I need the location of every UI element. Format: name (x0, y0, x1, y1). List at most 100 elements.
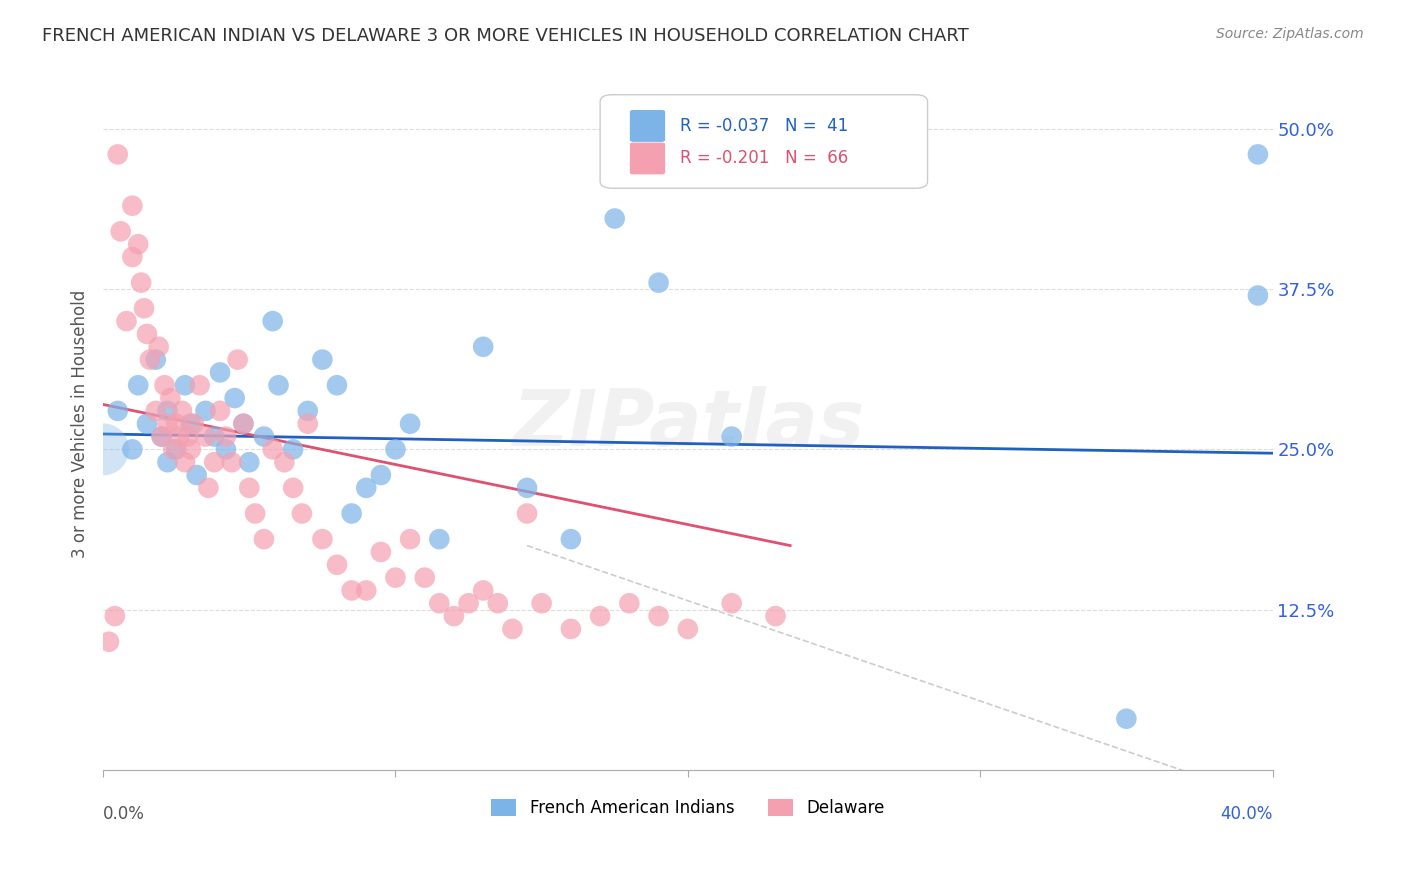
Point (167, 429, 190, 443)
Point (121, 442, 143, 457)
Point (647, 609, 669, 624)
Point (384, 442, 406, 457)
Point (91, 442, 114, 457)
Text: Source: ZipAtlas.com: Source: ZipAtlas.com (1216, 27, 1364, 41)
Point (132, 301, 155, 316)
Point (297, 417, 319, 431)
Point (472, 340, 495, 354)
Point (262, 442, 284, 457)
Point (720, 429, 742, 443)
Point (215, 442, 238, 457)
Point (127, 237, 149, 252)
Point (1115, 712, 1137, 726)
Point (127, 378, 149, 392)
Point (676, 622, 699, 636)
Point (267, 378, 290, 392)
Point (311, 352, 333, 367)
FancyBboxPatch shape (630, 144, 665, 174)
FancyBboxPatch shape (600, 95, 928, 188)
Point (145, 404, 167, 418)
Text: 0.0%: 0.0% (103, 805, 145, 822)
Point (148, 340, 170, 354)
Text: ZIPatlas: ZIPatlas (512, 385, 863, 462)
Point (232, 417, 254, 431)
Point (145, 352, 167, 367)
Point (530, 596, 553, 610)
Legend: French American Indians, Delaware: French American Indians, Delaware (485, 792, 891, 824)
Point (370, 468, 392, 483)
Point (472, 583, 495, 598)
Point (121, 250, 143, 264)
Point (194, 429, 217, 443)
Point (115, 314, 138, 328)
Point (136, 326, 159, 341)
Point (427, 596, 450, 610)
Point (765, 609, 787, 624)
Y-axis label: 3 or more Vehicles in Household: 3 or more Vehicles in Household (72, 290, 89, 558)
Point (1247, 288, 1270, 302)
Point (107, 404, 129, 418)
Point (183, 417, 205, 431)
Point (156, 455, 179, 469)
Point (136, 417, 159, 431)
Point (283, 481, 305, 495)
Point (221, 455, 243, 469)
Point (150, 429, 173, 443)
Point (1247, 147, 1270, 161)
Point (104, 609, 127, 624)
Point (215, 429, 238, 443)
Point (354, 481, 377, 495)
Text: FRENCH AMERICAN INDIAN VS DELAWARE 3 OR MORE VEHICLES IN HOUSEHOLD CORRELATION C: FRENCH AMERICAN INDIAN VS DELAWARE 3 OR … (42, 27, 969, 45)
Point (197, 481, 219, 495)
Point (186, 468, 208, 483)
Point (326, 378, 349, 392)
Point (188, 378, 211, 392)
FancyBboxPatch shape (630, 111, 665, 141)
Point (224, 391, 246, 405)
Point (243, 507, 266, 521)
Point (238, 455, 260, 469)
Text: R = -0.037   N =  41: R = -0.037 N = 41 (679, 117, 848, 135)
Point (202, 429, 225, 443)
Point (129, 276, 152, 290)
Point (153, 378, 176, 392)
Point (326, 558, 349, 572)
Point (262, 314, 284, 328)
Point (340, 583, 363, 598)
Point (291, 507, 314, 521)
Point (427, 532, 450, 546)
Point (174, 455, 197, 469)
Point (340, 507, 363, 521)
Point (162, 442, 184, 457)
Point (501, 622, 523, 636)
Point (384, 571, 406, 585)
Point (110, 224, 132, 238)
Point (253, 429, 276, 443)
Point (370, 545, 392, 559)
Point (486, 596, 509, 610)
Point (156, 417, 179, 431)
Point (399, 417, 422, 431)
Point (283, 442, 305, 457)
Point (177, 429, 200, 443)
Point (180, 442, 202, 457)
Point (156, 404, 179, 418)
Point (139, 352, 162, 367)
Point (170, 404, 193, 418)
Point (226, 352, 249, 367)
Point (603, 211, 626, 226)
Point (209, 404, 232, 418)
Point (194, 404, 217, 418)
Point (209, 366, 232, 380)
Point (516, 507, 538, 521)
Point (174, 378, 197, 392)
Text: R = -0.201   N =  66: R = -0.201 N = 66 (679, 150, 848, 168)
Point (273, 455, 295, 469)
Point (165, 417, 187, 431)
Point (98, 634, 121, 648)
Point (107, 147, 129, 161)
Point (457, 596, 479, 610)
Point (647, 276, 669, 290)
Point (413, 571, 436, 585)
Text: 40.0%: 40.0% (1220, 805, 1272, 822)
